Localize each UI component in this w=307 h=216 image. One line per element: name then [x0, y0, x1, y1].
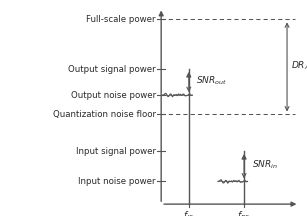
Text: $SNR_{out}$: $SNR_{out}$: [196, 75, 228, 87]
Text: Full-scale power: Full-scale power: [86, 15, 156, 24]
Text: $f_{IF}$: $f_{IF}$: [183, 210, 194, 216]
Text: Input noise power: Input noise power: [78, 177, 156, 186]
Text: $DR_{ADC}$: $DR_{ADC}$: [291, 60, 307, 72]
Text: Output noise power: Output noise power: [71, 91, 156, 100]
Text: $f_{RF}$: $f_{RF}$: [237, 210, 251, 216]
Text: Output signal power: Output signal power: [68, 65, 156, 74]
Text: Quantization noise floor: Quantization noise floor: [52, 110, 156, 119]
Text: Input signal power: Input signal power: [76, 147, 156, 156]
Text: $SNR_{in}$: $SNR_{in}$: [252, 159, 278, 172]
